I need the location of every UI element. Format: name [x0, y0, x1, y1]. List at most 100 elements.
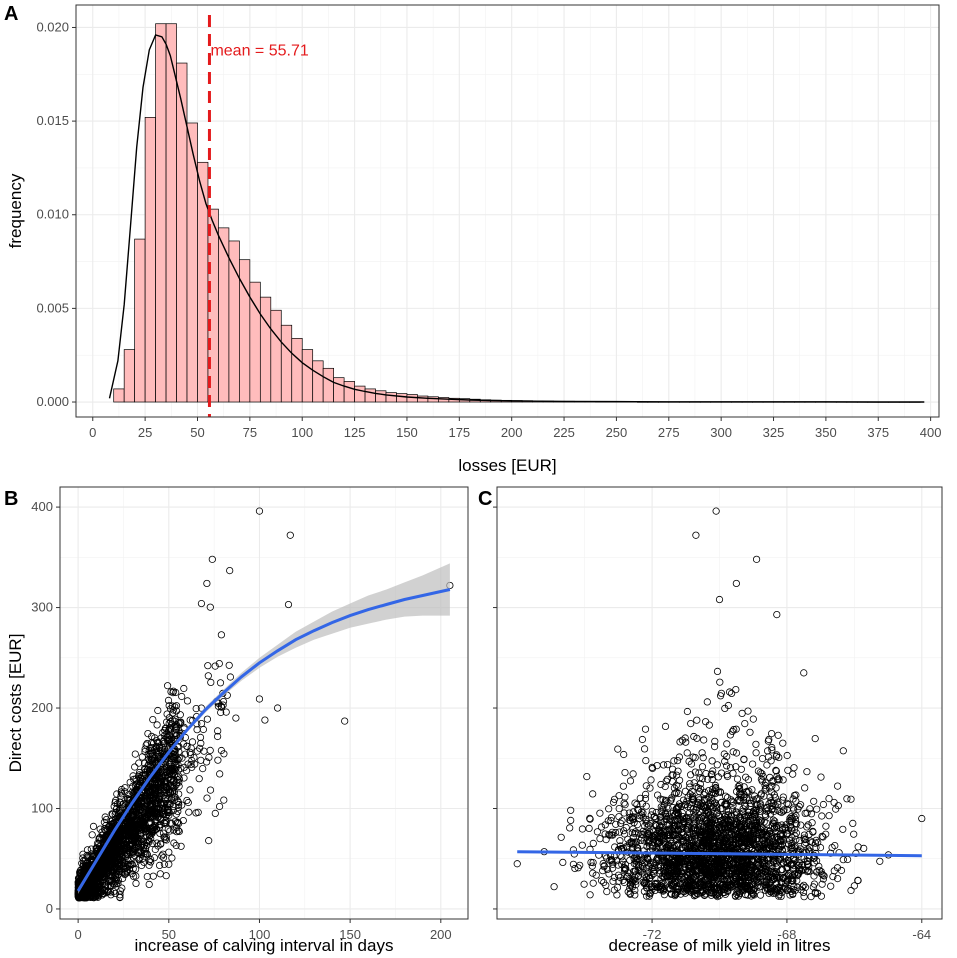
scatter-point: [99, 872, 107, 880]
scatter-point: [156, 861, 164, 870]
scatter-point: [98, 888, 106, 896]
scatter-point: [119, 800, 128, 808]
scatter-point: [99, 890, 107, 898]
scatter-point: [688, 884, 696, 893]
scatter-point: [658, 836, 666, 844]
scatter-point: [104, 855, 112, 863]
scatter-point: [171, 793, 179, 801]
scatter-point: [843, 795, 851, 803]
histogram-bar: [113, 388, 125, 403]
scatter-point: [214, 727, 222, 735]
scatter-point: [178, 801, 186, 809]
scatter-point: [789, 890, 797, 899]
scatter-point: [612, 820, 620, 828]
scatter-point: [215, 659, 223, 668]
scatter-point: [116, 798, 124, 806]
scatter-point: [216, 679, 225, 687]
scatter-point: [637, 836, 645, 845]
scatter-point: [158, 852, 166, 860]
scatter-point: [169, 709, 177, 717]
histogram-bar: [134, 238, 146, 403]
scatter-point: [145, 880, 153, 889]
x-tick-label: 375: [867, 425, 889, 440]
scatter-point: [183, 697, 192, 705]
scatter-point: [140, 858, 148, 866]
scatter-point: [216, 770, 224, 778]
scatter-point: [708, 757, 716, 765]
scatter-point: [770, 820, 778, 828]
scatter-point: [642, 782, 650, 790]
panel-a-density-curve: [108, 34, 925, 403]
scatter-point: [641, 725, 650, 733]
scatter-point: [168, 854, 176, 862]
scatter-point: [740, 783, 748, 791]
panel-a-y-axis-title: frequency: [6, 173, 25, 248]
scatter-point: [693, 716, 701, 724]
scatter-point: [699, 754, 707, 762]
x-tick-label: 25: [138, 425, 152, 440]
scatter-point: [161, 833, 169, 841]
scatter-point: [744, 707, 752, 715]
scatter-point: [663, 797, 671, 805]
scatter-point: [132, 879, 140, 888]
panel-c-tag: C: [478, 488, 492, 510]
panel-a-ticks: 0 25 50 75 100 125 150 175 200 225 250 275 300 325 350…: [36, 19, 941, 440]
scatter-point: [642, 892, 651, 900]
scatter-point: [106, 859, 114, 868]
scatter-point: [697, 888, 705, 896]
panel-b-x-axis-title: increase of calving interval in days: [135, 936, 394, 955]
scatter-point: [175, 718, 183, 727]
scatter-point: [643, 864, 651, 872]
scatter-point: [786, 814, 794, 822]
scatter-point: [717, 769, 726, 777]
scatter-point: [115, 808, 124, 816]
histogram-bar: [312, 360, 324, 403]
scatter-point: [698, 763, 707, 771]
scatter-point: [813, 889, 822, 897]
scatter-point: [187, 744, 195, 752]
scatter-point: [624, 888, 632, 896]
scatter-point-outlier: [208, 555, 216, 563]
scatter-point: [220, 750, 228, 758]
scatter-point: [113, 864, 121, 872]
scatter-point: [726, 731, 735, 739]
scatter-point: [695, 769, 703, 777]
scatter-point: [826, 849, 835, 857]
scatter-point: [165, 714, 173, 722]
scatter-point: [660, 831, 669, 840]
scatter-point: [119, 855, 127, 863]
scatter-point: [634, 805, 642, 814]
scatter-point: [95, 888, 104, 896]
scatter-point: [144, 750, 152, 759]
scatter-point: [615, 792, 623, 800]
scatter-point: [108, 872, 116, 880]
scatter-point: [117, 864, 126, 873]
scatter-point: [142, 741, 150, 749]
scatter-point: [664, 804, 672, 813]
scatter-point: [182, 766, 191, 775]
scatter-point: [192, 809, 200, 817]
scatter-point: [705, 721, 713, 729]
scatter-point-outlier: [273, 704, 282, 712]
scatter-point: [157, 786, 165, 794]
scatter-point: [129, 844, 137, 853]
scatter-point: [727, 796, 735, 804]
scatter-point: [815, 866, 823, 874]
scatter-point: [770, 824, 779, 833]
scatter-point: [150, 824, 158, 832]
scatter-point: [557, 833, 565, 841]
scatter-point: [631, 891, 639, 899]
scatter-point: [789, 770, 797, 778]
scatter-point: [186, 716, 194, 724]
scatter-point: [610, 795, 619, 803]
scatter-point: [586, 891, 594, 899]
scatter-point: [110, 887, 118, 896]
scatter-point: [166, 827, 174, 835]
scatter-point: [642, 815, 650, 824]
scatter-point: [580, 880, 588, 888]
scatter-point: [686, 813, 695, 822]
histogram-bar: [155, 23, 167, 403]
scatter-point: [206, 603, 214, 611]
scatter-point: [674, 803, 682, 812]
